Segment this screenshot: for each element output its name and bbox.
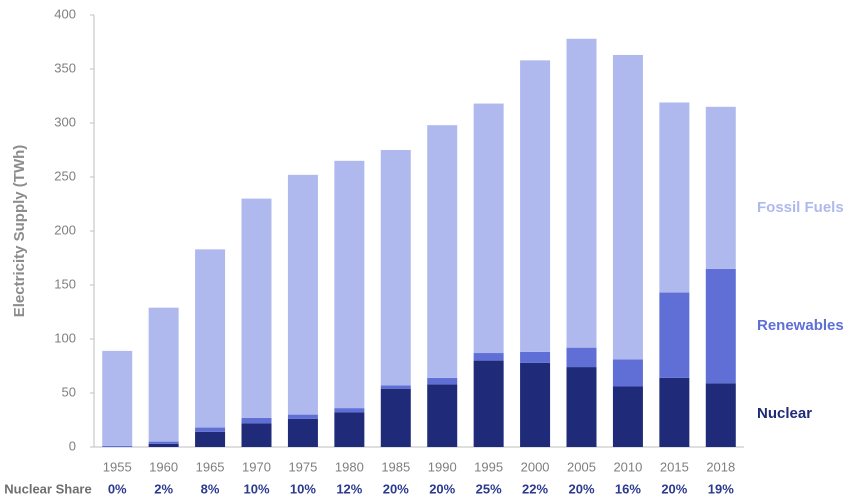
bar-segment	[566, 367, 597, 447]
legend-entry: Nuclear	[757, 405, 812, 422]
share-label: 10%	[290, 481, 316, 496]
bar-segment	[380, 385, 411, 389]
share-label: 20%	[429, 481, 455, 496]
bar-segment	[241, 198, 272, 418]
bar-segment	[612, 386, 643, 447]
x-tick-label: 2005	[567, 459, 596, 474]
y-tick-label: 250	[54, 168, 76, 183]
share-title: Nuclear Share	[4, 481, 91, 496]
bar-segment	[148, 441, 179, 444]
x-tick-label: 1960	[149, 459, 178, 474]
share-label: 19%	[708, 481, 734, 496]
bar-segment	[241, 417, 272, 424]
bar-segment	[520, 351, 551, 363]
bar-segment	[566, 38, 597, 348]
share-label: 10%	[243, 481, 269, 496]
bar-segment	[659, 102, 690, 293]
y-tick-label: 100	[54, 330, 76, 345]
share-label: 20%	[568, 481, 594, 496]
bar-segment	[102, 350, 133, 446]
legend-entry: Fossil Fuels	[757, 199, 844, 216]
bar-segment	[148, 443, 179, 447]
bar-segment	[195, 249, 226, 428]
x-tick-label: 1955	[103, 459, 132, 474]
x-tick-label: 1975	[288, 459, 317, 474]
bar-segment	[705, 106, 736, 269]
y-tick-label: 200	[54, 222, 76, 237]
x-tick-label: 2015	[660, 459, 689, 474]
y-tick-label: 150	[54, 276, 76, 291]
y-tick-label: 350	[54, 60, 76, 75]
share-label: 12%	[336, 481, 362, 496]
x-tick-label: 1990	[428, 459, 457, 474]
y-axis-label: Electricity Supply (TWh)	[11, 145, 28, 318]
y-tick-label: 300	[54, 114, 76, 129]
bar-segment	[427, 125, 458, 378]
bar-segment	[427, 384, 458, 447]
share-label: 20%	[661, 481, 687, 496]
bar-segment	[473, 360, 504, 447]
x-tick-label: 1995	[474, 459, 503, 474]
share-label: 16%	[615, 481, 641, 496]
bar-segment	[380, 388, 411, 447]
y-tick-label: 50	[62, 384, 76, 399]
bar-segment	[334, 160, 365, 409]
bar-segment	[520, 60, 551, 352]
bar-segment	[241, 423, 272, 447]
bar-segment	[148, 307, 179, 442]
bar-segment	[102, 445, 133, 447]
share-label: 25%	[476, 481, 502, 496]
bar-segment	[195, 427, 226, 432]
x-tick-label: 1970	[242, 459, 271, 474]
bar-segment	[287, 418, 318, 447]
bar-segment	[195, 431, 226, 447]
bar-segment	[705, 383, 736, 447]
bar-segment	[287, 174, 318, 415]
x-tick-label: 2010	[613, 459, 642, 474]
x-tick-label: 1965	[196, 459, 225, 474]
bar-segment	[380, 150, 411, 386]
x-tick-label: 2000	[521, 459, 550, 474]
bar-segment	[705, 268, 736, 384]
bar-segment	[566, 347, 597, 368]
x-tick-label: 2018	[706, 459, 735, 474]
x-tick-label: 1985	[381, 459, 410, 474]
share-label: 22%	[522, 481, 548, 496]
share-label: 8%	[201, 481, 220, 496]
bar-segment	[334, 412, 365, 447]
bar-segment	[612, 359, 643, 387]
y-tick-label: 0	[69, 438, 76, 453]
bar-segment	[427, 377, 458, 385]
bar-segment	[612, 54, 643, 360]
x-tick-label: 1980	[335, 459, 364, 474]
bar-segment	[287, 414, 318, 419]
y-tick-label: 400	[54, 6, 76, 21]
bar-segment	[659, 292, 690, 378]
bar-segment	[520, 362, 551, 447]
bar-segment	[473, 103, 504, 354]
bar-segment	[334, 408, 365, 413]
bar-segment	[473, 353, 504, 361]
share-label: 0%	[108, 481, 127, 496]
share-label: 20%	[383, 481, 409, 496]
share-label: 2%	[154, 481, 173, 496]
bar-segment	[659, 377, 690, 447]
legend-entry: Renewables	[757, 317, 844, 334]
